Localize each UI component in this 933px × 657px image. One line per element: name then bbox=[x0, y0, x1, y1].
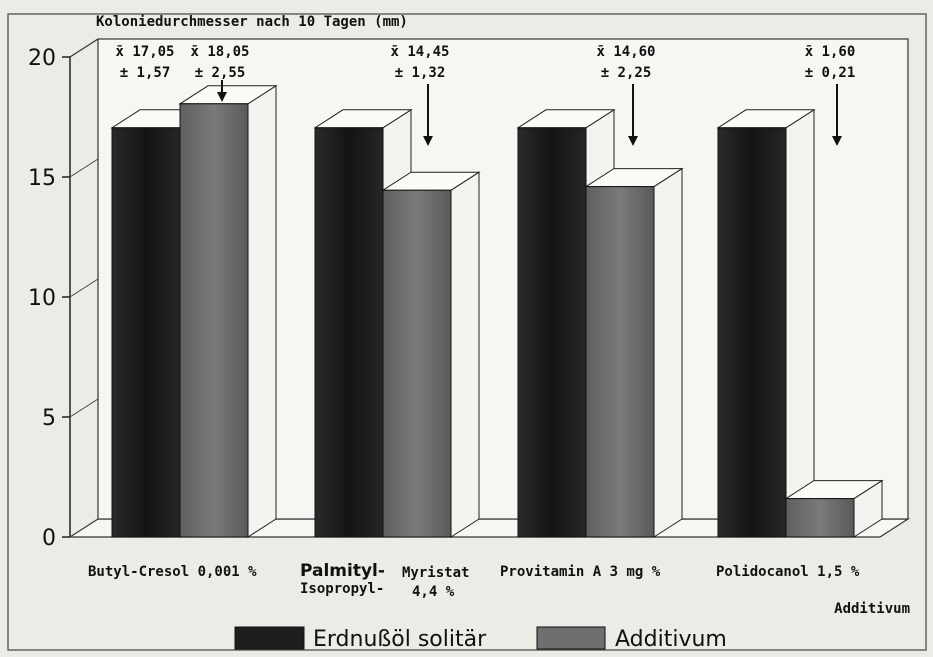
legend-swatch-erdnussoel bbox=[234, 626, 305, 650]
annotation-sd: ± 2,55 bbox=[195, 65, 246, 81]
bar-front bbox=[111, 127, 181, 538]
legend: Erdnußöl solitär Additivum bbox=[234, 626, 727, 652]
y-tick-label: 20 bbox=[28, 46, 56, 71]
annotation-mean: x̄ 14,60 bbox=[596, 44, 655, 60]
bar-erdnussoel bbox=[716, 108, 816, 538]
category-label: Palmityl- bbox=[300, 561, 385, 581]
bar-additivum bbox=[178, 84, 278, 538]
bar-front bbox=[314, 127, 384, 538]
annotation-sd: ± 2,25 bbox=[601, 65, 652, 81]
y-tick-depth bbox=[69, 158, 99, 178]
annotation-mean: x̄ 17,05 bbox=[115, 44, 174, 60]
annotation-mean: x̄ 1,60 bbox=[805, 44, 856, 60]
y-tick-label: 10 bbox=[28, 286, 56, 311]
bar-side bbox=[785, 108, 815, 538]
bar-front bbox=[517, 127, 587, 538]
annotation-mean: x̄ 14,45 bbox=[390, 44, 449, 60]
y-tick-depth bbox=[69, 518, 99, 538]
y-axis: 0 5 10 15 20 bbox=[28, 38, 99, 551]
annotation: x̄ 14,60 ± 2,25 bbox=[596, 44, 656, 146]
annotations: x̄ 17,05 ± 1,57 x̄ 18,05 ± 2,55 x̄ 14,45 ± 1,… bbox=[115, 44, 855, 146]
bar-front bbox=[179, 103, 249, 538]
annotation: x̄ 17,05 ± 1,57 bbox=[115, 44, 174, 81]
annotation: x̄ 14,45 ± 1,32 bbox=[390, 44, 450, 146]
bar-side bbox=[450, 171, 480, 538]
arrow-head bbox=[628, 136, 638, 146]
bar-front bbox=[382, 189, 452, 538]
category-label: Provitamin A 3 mg % bbox=[500, 564, 661, 580]
legend-label-erdnussoel: Erdnußöl solitär bbox=[313, 627, 487, 652]
y-tick-depth bbox=[69, 398, 99, 418]
bar-additivum bbox=[784, 479, 884, 538]
arrow-head bbox=[832, 136, 842, 146]
figure-frame bbox=[7, 13, 927, 651]
y-tick-depth bbox=[69, 278, 99, 298]
annotation-sd: ± 1,57 bbox=[120, 65, 171, 81]
legend-label-additivum: Additivum bbox=[615, 627, 727, 652]
arrow-head bbox=[423, 136, 433, 146]
annotation-sd: ± 1,32 bbox=[395, 65, 446, 81]
bar-side bbox=[247, 84, 277, 538]
y-tick-label: 5 bbox=[42, 406, 56, 431]
category-label: Myristat bbox=[402, 565, 469, 581]
annotation-mean: x̄ 18,05 bbox=[190, 44, 249, 60]
x-axis-label: Additivum bbox=[834, 601, 910, 617]
bar-front bbox=[585, 186, 655, 538]
category-label: Butyl-Cresol 0,001 % bbox=[88, 564, 257, 580]
legend-swatch-additivum bbox=[536, 626, 606, 650]
chart-title: Koloniedurchmesser nach 10 Tagen (mm) bbox=[96, 14, 408, 30]
bar-side bbox=[653, 167, 683, 538]
x-axis: Butyl-Cresol 0,001 % Palmityl-Isopropyl- M… bbox=[88, 561, 860, 600]
bar-additivum bbox=[584, 167, 684, 538]
arrow-head bbox=[217, 92, 227, 102]
y-tick-label: 15 bbox=[28, 166, 56, 191]
annotation: x̄ 18,05 ± 2,55 bbox=[190, 44, 250, 102]
bar-additivum bbox=[381, 171, 481, 538]
y-tick-label: 0 bbox=[42, 526, 56, 551]
annotation: x̄ 1,60 ± 0,21 bbox=[805, 44, 856, 146]
bars bbox=[110, 84, 884, 538]
category-label: 4,4 % bbox=[412, 584, 455, 600]
annotation-sd: ± 0,21 bbox=[805, 65, 856, 81]
bar-front bbox=[785, 498, 855, 538]
bar-front bbox=[717, 127, 787, 538]
category-label: Isopropyl- bbox=[300, 581, 384, 597]
category-label: Polidocanol 1,5 % bbox=[716, 564, 860, 580]
y-tick-depth bbox=[69, 38, 99, 58]
